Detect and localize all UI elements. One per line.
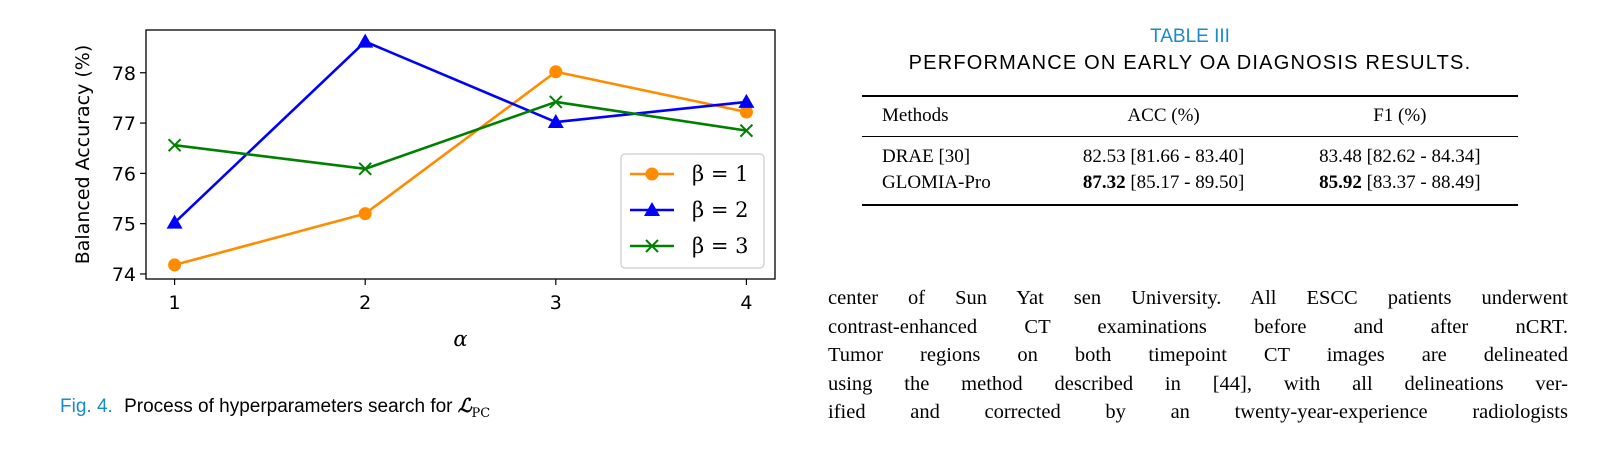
acc-cell: 82.53 [81.66 - 83.40] [1045,137,1281,171]
legend-marker [645,239,659,253]
legend-label: β = 2 [692,198,748,222]
plot-frame [145,29,776,280]
acc-cell: 87.32 [85.17 - 89.50] [1045,170,1281,205]
caption-loss-symbol: ℒPC [457,395,491,421]
legend-item: β = 2 [630,198,748,222]
paragraph-line: contrast-enhanced CT examinations before… [828,315,1568,338]
legend-item: β = 3 [630,234,748,258]
table-row: DRAE [30] 82.53 [81.66 - 83.40] 83.48 [82.… [862,137,1518,171]
figure: 74 75 76 77 78 1 2 3 4 α Balanced Accuracy (%) β = … [0,0,800,459]
paragraph-line: center of Sun Yat sen University. All ES… [828,287,1568,309]
header-f1: F1 (%) [1373,105,1427,126]
acc-value: 82.53 [1082,146,1126,167]
legend-label: β = 3 [692,234,748,258]
acc-confidence-interval: [85.17 - 89.50] [1125,172,1245,193]
x-tick-label: 3 [550,292,562,314]
legend-box [620,153,765,269]
series-line [174,100,747,171]
x-tick-label: 4 [740,292,752,314]
y-tick-label: 76 [112,163,136,185]
legend-item: β = 1 [630,162,748,186]
data-point [358,207,372,221]
body-paragraph: center of Sun Yat sen University. All ES… [828,284,1568,427]
method-cell: DRAE [30] [882,146,971,167]
method-cell: GLOMIA-Pro [882,172,991,193]
f1-confidence-interval: [82.62 - 84.34] [1361,146,1481,167]
data-point [167,138,182,152]
table-row: GLOMIA-Pro 87.32 [85.17 - 89.50] 85.92 [83… [862,170,1518,205]
y-tick-label: 77 [112,113,136,135]
table-label: TABLE III [1150,26,1230,47]
paragraph-line: Tumor regions on both timepoint CT image… [828,344,1568,366]
acc-value: 87.32 [1082,172,1126,193]
legend-label: β = 1 [692,162,748,186]
series-line [174,70,747,267]
table-block: TABLE III PERFORMANCE ON EARLY OA DIAGNO… [862,26,1518,206]
legend-marker [645,167,659,181]
paragraph-line: ified and corrected by an twenty-year-ex… [828,401,1568,423]
series-line [173,40,747,224]
data-point [168,258,182,272]
x-tick-label: 1 [169,292,181,314]
y-tick-label: 74 [112,264,136,286]
table-header-row: Methods ACC (%) F1 (%) [862,96,1518,137]
legend-marker [644,202,660,216]
line-chart: 74 75 76 77 78 1 2 3 4 α Balanced Accuracy (%) β = … [72,29,776,351]
data-point [166,214,183,229]
y-tick-label: 78 [112,63,136,85]
data-point [547,114,564,129]
data-point [549,65,563,79]
f1-cell: 83.48 [82.62 - 84.34] [1282,137,1518,171]
f1-value: 83.48 [1319,146,1362,167]
x-tick-label: 2 [359,292,371,314]
paragraph-line: using the method described in [44], with… [828,372,1568,395]
data-point [357,33,374,48]
figure-caption: Fig. 4. Process of hyperparameters searc… [60,395,490,421]
x-axis-label: α [453,327,467,351]
acc-confidence-interval: [81.66 - 83.40] [1125,146,1245,167]
data-point [738,93,755,108]
y-tick-label: 75 [112,214,136,236]
legend: β = 1 β = 2 β = 3 [620,153,765,269]
table-caption: PERFORMANCE ON EARLY OA DIAGNOSIS RESULT… [908,52,1472,74]
data-point [739,105,753,119]
f1-confidence-interval: [83.37 - 88.49] [1361,172,1481,193]
data-point [358,162,372,176]
f1-cell: 85.92 [83.37 - 88.49] [1282,170,1518,205]
header-methods: Methods [882,105,949,126]
data-point [549,95,563,109]
y-axis-label: Balanced Accuracy (%) [72,45,94,265]
figure-label: Fig. 4. [60,396,113,417]
header-acc: ACC (%) [1127,105,1200,126]
figure-caption-text: Process of hyperparameters search for [124,396,453,417]
results-table: Methods ACC (%) F1 (%) DRAE [30] 82.53 [8… [862,95,1518,206]
f1-value: 85.92 [1319,172,1362,193]
data-point [739,123,754,138]
